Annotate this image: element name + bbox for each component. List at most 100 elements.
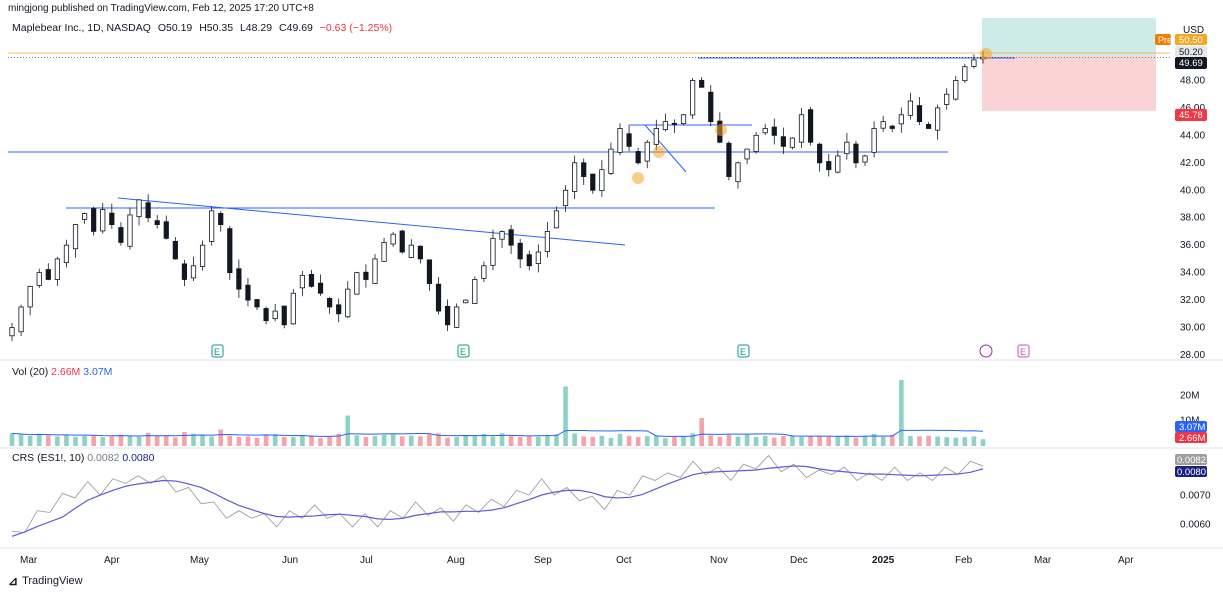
volume-bar[interactable] [18, 434, 24, 446]
volume-bar[interactable] [64, 434, 69, 446]
candle[interactable] [789, 137, 796, 148]
candle[interactable] [363, 271, 369, 280]
candle[interactable] [826, 161, 832, 171]
candle[interactable] [653, 128, 659, 145]
volume-bar[interactable] [708, 435, 714, 446]
volume-bar[interactable] [55, 436, 60, 446]
candle[interactable] [798, 114, 805, 143]
volume-bar[interactable] [926, 435, 931, 446]
volume-bar[interactable] [672, 436, 677, 446]
candle[interactable] [662, 121, 668, 131]
volume-bar[interactable] [899, 380, 904, 446]
candle[interactable] [907, 100, 914, 116]
candle[interactable] [145, 202, 151, 219]
trend-line[interactable] [644, 124, 687, 173]
volume-bar[interactable] [291, 437, 296, 446]
volume-bar[interactable] [971, 436, 977, 446]
candle[interactable] [218, 213, 224, 225]
candle[interactable] [572, 162, 578, 192]
candle[interactable] [517, 242, 523, 260]
volume-bar[interactable] [499, 433, 505, 446]
volume-bar[interactable] [753, 436, 759, 446]
candle[interactable] [100, 209, 106, 232]
candle[interactable] [499, 231, 505, 240]
volume-bar[interactable] [227, 435, 233, 446]
candle[interactable] [463, 299, 469, 304]
candle[interactable] [944, 93, 950, 105]
candle[interactable] [807, 109, 814, 143]
volume-bar[interactable] [300, 435, 305, 446]
volume-bar[interactable] [617, 433, 623, 446]
signal-marker[interactable] [653, 146, 665, 158]
candle[interactable] [671, 122, 678, 125]
candle[interactable] [962, 66, 968, 82]
candle[interactable] [590, 173, 596, 191]
volume-bar[interactable] [218, 429, 224, 446]
candle[interactable] [644, 141, 650, 162]
volume-bar[interactable] [372, 436, 378, 446]
volume-bar[interactable] [191, 433, 196, 446]
volume-bar[interactable] [880, 436, 886, 446]
volume-bar[interactable] [281, 436, 287, 446]
volume-bar[interactable] [935, 436, 940, 446]
candle[interactable] [199, 244, 206, 267]
volume-bar[interactable] [318, 438, 323, 446]
candle[interactable] [354, 272, 360, 295]
candle[interactable] [227, 228, 233, 274]
candle[interactable] [281, 305, 287, 326]
candle[interactable] [617, 128, 623, 153]
volume-bar[interactable] [9, 433, 15, 446]
volume-bar[interactable] [762, 435, 768, 446]
currency-label[interactable]: USD [1183, 25, 1205, 36]
volume-bar[interactable] [817, 435, 822, 446]
candle[interactable] [925, 124, 932, 129]
candle[interactable] [635, 151, 641, 164]
candle[interactable] [9, 327, 15, 337]
volume-bar[interactable] [626, 435, 632, 446]
volume-bar[interactable] [608, 437, 614, 446]
volume-bar[interactable] [209, 436, 214, 446]
candle[interactable] [608, 148, 614, 174]
volume-bar[interactable] [980, 439, 986, 446]
candle[interactable] [390, 233, 396, 245]
volume-bar[interactable] [408, 435, 414, 446]
volume-bar[interactable] [472, 436, 478, 446]
candle[interactable] [490, 237, 496, 266]
volume-bar[interactable] [799, 436, 804, 446]
candle[interactable] [399, 230, 405, 253]
volume-bar[interactable] [663, 438, 668, 446]
volume-bar[interactable] [354, 435, 360, 446]
candle[interactable] [72, 224, 79, 250]
volume-bar[interactable] [654, 435, 659, 446]
candle[interactable] [54, 258, 60, 280]
candle[interactable] [599, 169, 605, 192]
candle[interactable] [336, 304, 342, 315]
volume-bar[interactable] [272, 434, 278, 446]
candle[interactable] [63, 244, 70, 264]
volume-bar[interactable] [699, 418, 704, 446]
volume-bar[interactable] [236, 436, 242, 446]
candle[interactable] [154, 220, 160, 225]
candle[interactable] [626, 133, 632, 147]
candle[interactable] [136, 199, 142, 218]
candle[interactable] [708, 91, 714, 123]
volume-bar[interactable] [871, 433, 877, 446]
volume-bar[interactable] [889, 434, 895, 446]
volume-bar[interactable] [336, 433, 341, 446]
volume-bar[interactable] [82, 435, 87, 446]
candle[interactable] [45, 269, 51, 280]
candle[interactable] [444, 305, 451, 326]
volume-bar[interactable] [908, 436, 913, 446]
earnings-marker[interactable] [737, 344, 750, 358]
volume-bar[interactable] [962, 437, 968, 446]
signal-marker[interactable] [715, 124, 727, 136]
volume-bar[interactable] [554, 434, 559, 446]
candle[interactable] [680, 114, 687, 125]
earnings-marker[interactable] [1017, 344, 1030, 358]
volume-bar[interactable] [427, 434, 432, 446]
volume-bar[interactable] [454, 436, 459, 446]
volume-bar[interactable] [163, 436, 169, 446]
volume-bar[interactable] [490, 436, 496, 446]
volume-bar[interactable] [309, 435, 314, 446]
candle[interactable] [81, 213, 88, 220]
